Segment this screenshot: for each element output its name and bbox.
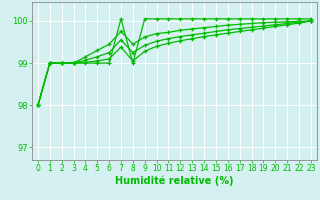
X-axis label: Humidité relative (%): Humidité relative (%) [115,176,234,186]
